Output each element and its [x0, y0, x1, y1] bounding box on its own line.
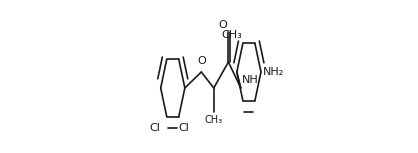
Text: CH₃: CH₃ [205, 115, 223, 125]
Text: CH₃: CH₃ [222, 30, 242, 40]
Text: O: O [197, 56, 206, 66]
Text: O: O [218, 21, 227, 30]
Text: NH: NH [242, 75, 258, 85]
Text: NH₂: NH₂ [263, 67, 284, 77]
Text: Cl: Cl [179, 123, 190, 133]
Text: Cl: Cl [150, 123, 161, 133]
